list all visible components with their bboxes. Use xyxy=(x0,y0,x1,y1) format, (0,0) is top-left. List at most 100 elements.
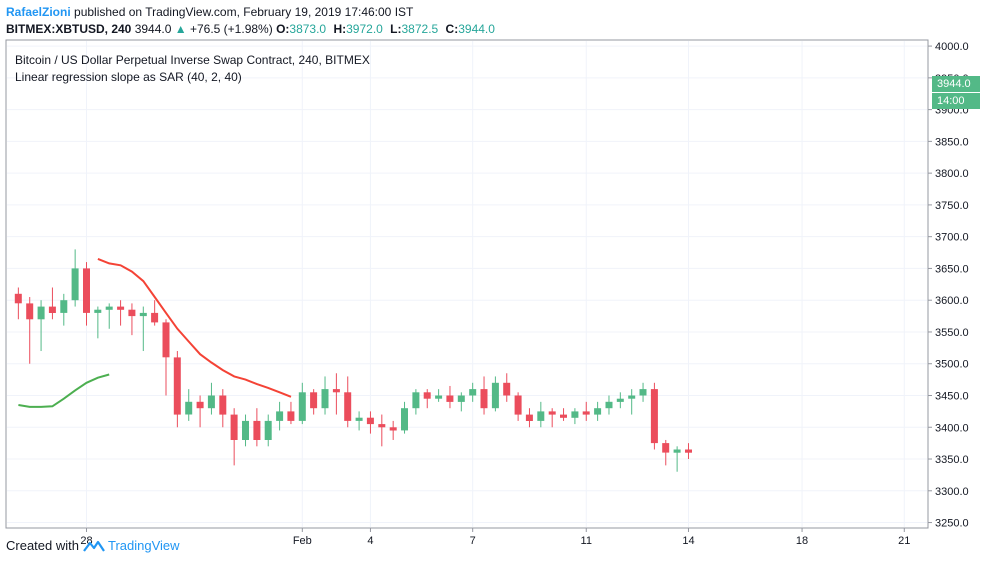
price-tick-label: 3350.0 xyxy=(935,454,969,466)
sar-indicator xyxy=(18,257,292,408)
candle-up xyxy=(435,395,443,399)
candle-down xyxy=(332,389,340,393)
candle-up xyxy=(94,309,102,313)
candle-down xyxy=(48,306,56,313)
time-tick-label: 7 xyxy=(470,535,476,547)
candle-down xyxy=(219,395,227,415)
indicator-title: Linear regression slope as SAR (40, 2, 4… xyxy=(15,70,242,84)
candle-down xyxy=(582,411,590,415)
candle-down xyxy=(650,389,658,444)
quote-line: BITMEX:XBTUSD, 240 3944.0 ▲ +76.5 (+1.98… xyxy=(6,21,499,38)
candle-down xyxy=(26,303,34,320)
candle-up xyxy=(594,408,602,415)
symbol-label: BITMEX:XBTUSD, 240 xyxy=(6,22,132,36)
time-tick-label: 21 xyxy=(898,535,910,547)
candle-up xyxy=(139,312,147,317)
price-change: +76.5 (+1.98%) xyxy=(189,22,273,36)
publish-line: RafaelZioni published on TradingView.com… xyxy=(6,4,499,21)
candle-up xyxy=(105,306,113,310)
candle-up xyxy=(276,411,284,421)
candle-up xyxy=(457,395,465,402)
candle-down xyxy=(560,414,567,418)
candle-down xyxy=(310,392,318,409)
candle-up xyxy=(207,395,215,409)
candle-up xyxy=(355,417,363,421)
candle-up xyxy=(469,389,477,396)
tradingview-logo-icon xyxy=(83,540,105,552)
candle-down xyxy=(287,411,295,421)
price-tick-label: 3850.0 xyxy=(935,136,969,148)
candle-down xyxy=(423,392,431,399)
price-tick-label: 3700.0 xyxy=(935,232,969,244)
candle-up xyxy=(571,411,579,418)
high-value: 3972.0 xyxy=(346,22,383,36)
candle-down xyxy=(83,268,90,313)
up-arrow-icon: ▲ xyxy=(174,22,187,36)
candle-up xyxy=(639,389,647,396)
candle-up xyxy=(401,408,408,431)
price-tick-label: 3800.0 xyxy=(935,168,969,180)
candle-up xyxy=(537,411,545,421)
candle-down xyxy=(514,395,522,415)
candle-down xyxy=(162,322,170,358)
candle-down xyxy=(173,357,181,415)
candle-up xyxy=(71,268,79,301)
candle-down xyxy=(480,389,488,409)
price-tick-label: 3500.0 xyxy=(935,359,969,371)
grid-lines xyxy=(7,41,927,527)
candle-down xyxy=(128,309,136,317)
last-price-tag: 3944.0 xyxy=(932,76,980,92)
candle-up xyxy=(321,389,329,409)
candle-up xyxy=(264,420,272,440)
candle-up xyxy=(412,392,420,409)
candle-up xyxy=(60,300,68,313)
price-tick-label: 3600.0 xyxy=(935,295,969,307)
chart-frame xyxy=(5,39,929,529)
price-axis[interactable]: 3250.0 3300.0 3350.0 3400.0 3450.0 3500.0 3550… xyxy=(928,41,969,530)
series-title: Bitcoin / US Dollar Perpetual Inverse Sw… xyxy=(15,53,370,67)
candle-down xyxy=(389,427,397,431)
price-tick-label: 3300.0 xyxy=(935,486,969,498)
time-tick-label: 14 xyxy=(682,535,694,547)
published-text: published on TradingView.com, February 1… xyxy=(74,5,414,19)
price-tick-label: 3550.0 xyxy=(935,327,969,339)
candle-down xyxy=(151,312,159,323)
candle-up xyxy=(298,392,306,421)
time-tick-label: Feb xyxy=(293,535,312,547)
low-value: 3872.5 xyxy=(401,22,439,36)
footer: Created with TradingView xyxy=(6,538,180,553)
last-price: 3944.0 xyxy=(134,22,172,36)
candle-down xyxy=(117,306,125,310)
candle-down xyxy=(14,293,22,304)
candle-down xyxy=(685,449,692,453)
candle-down xyxy=(366,417,374,425)
close-value: 3944.0 xyxy=(458,22,495,36)
author-link[interactable]: RafaelZioni xyxy=(6,5,71,19)
candle-up xyxy=(605,401,613,409)
low-label: L: xyxy=(390,22,402,36)
candle-up xyxy=(491,382,499,409)
open-value: 3873.0 xyxy=(289,22,327,36)
candle-up xyxy=(616,398,624,402)
high-label: H: xyxy=(333,22,347,36)
candle-down xyxy=(344,392,352,421)
candle-up xyxy=(673,449,681,453)
price-tick-label: 3450.0 xyxy=(935,390,969,402)
price-tick-label: 3650.0 xyxy=(935,263,969,275)
tradingview-brand-link[interactable]: TradingView xyxy=(107,538,180,553)
candle-down xyxy=(230,414,238,440)
candle-up xyxy=(628,395,636,399)
candle-down xyxy=(378,424,386,428)
candle-down xyxy=(525,414,533,421)
time-axis[interactable]: 28 Feb 4 7 11 14 18 21 xyxy=(80,528,910,547)
open-label: O: xyxy=(276,22,290,36)
sar-line-up xyxy=(18,373,110,408)
price-tick-label: 4000.0 xyxy=(935,41,969,53)
chart-header: RafaelZioni published on TradingView.com… xyxy=(6,4,499,38)
candles xyxy=(14,249,692,472)
price-tick-label: 3400.0 xyxy=(935,422,969,434)
created-with-text: Created with xyxy=(6,538,79,553)
candle-down xyxy=(503,382,511,396)
time-tick-label: 11 xyxy=(581,535,592,547)
